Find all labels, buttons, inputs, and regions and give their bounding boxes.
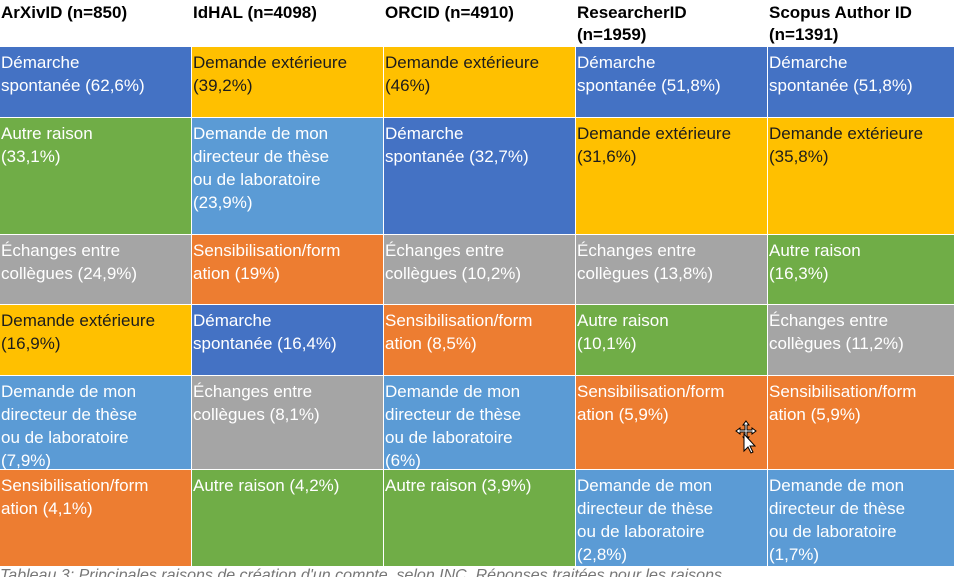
table-cell: Autre raison (10,1%) — [576, 305, 768, 376]
header-idhal: IdHAL (n=4098) — [192, 0, 384, 47]
table-caption: Tableau 3: Principales raisons de créati… — [0, 567, 722, 577]
header-researcherid: ResearcherID (n=1959) — [576, 0, 768, 47]
table-cell: Démarche spontanée (51,8%) — [768, 47, 955, 118]
table-cell: Demande extérieure (46%) — [384, 47, 576, 118]
move-cursor-icon — [735, 420, 757, 454]
table-cell: Sensibilisation/form ation (8,5%) — [384, 305, 576, 376]
table-cell: Échanges entre collègues (11,2%) — [768, 305, 955, 376]
table-cell: Demande de mon directeur de thèse ou de … — [768, 470, 955, 567]
table-cell: Autre raison (4,2%) — [192, 470, 384, 567]
table-cell: Échanges entre collègues (24,9%) — [0, 235, 192, 305]
table-cell: Demande extérieure (39,2%) — [192, 47, 384, 118]
table-cell: Échanges entre collègues (10,2%) — [384, 235, 576, 305]
table-cell: Sensibilisation/form ation (4,1%) — [0, 470, 192, 567]
table-cell: Démarche spontanée (16,4%) — [192, 305, 384, 376]
table-cell: Demande extérieure (16,9%) — [0, 305, 192, 376]
table-cell: Demande de mon directeur de thèse ou de … — [384, 376, 576, 470]
table-cell: Démarche spontanée (51,8%) — [576, 47, 768, 118]
table-cell: Sensibilisation/form ation (19%) — [192, 235, 384, 305]
table-cell: Démarche spontanée (62,6%) — [0, 47, 192, 118]
table-cell: Sensibilisation/form ation (5,9%) — [768, 376, 955, 470]
table-cell: Autre raison (16,3%) — [768, 235, 955, 305]
table-cell: Demande extérieure (35,8%) — [768, 118, 955, 235]
table-cell: Autre raison (33,1%) — [0, 118, 192, 235]
table-cell: Demande de mon directeur de thèse ou de … — [192, 118, 384, 235]
table-cell: Demande extérieure (31,6%) — [576, 118, 768, 235]
table-cell: Sensibilisation/form ation (5,9%) — [576, 376, 768, 470]
table-cell: Démarche spontanée (32,7%) — [384, 118, 576, 235]
table-cell: Autre raison (3,9%) — [384, 470, 576, 567]
table-cell: Échanges entre collègues (8,1%) — [192, 376, 384, 470]
header-orcid: ORCID (n=4910) — [384, 0, 576, 47]
table-cell: Demande de mon directeur de thèse ou de … — [576, 470, 768, 567]
table-cell: Demande de mon directeur de thèse ou de … — [0, 376, 192, 470]
table-cell: Échanges entre collègues (13,8%) — [576, 235, 768, 305]
header-scopus: Scopus Author ID (n=1391) — [768, 0, 955, 47]
header-arxivid: ArXivID (n=850) — [0, 0, 192, 47]
